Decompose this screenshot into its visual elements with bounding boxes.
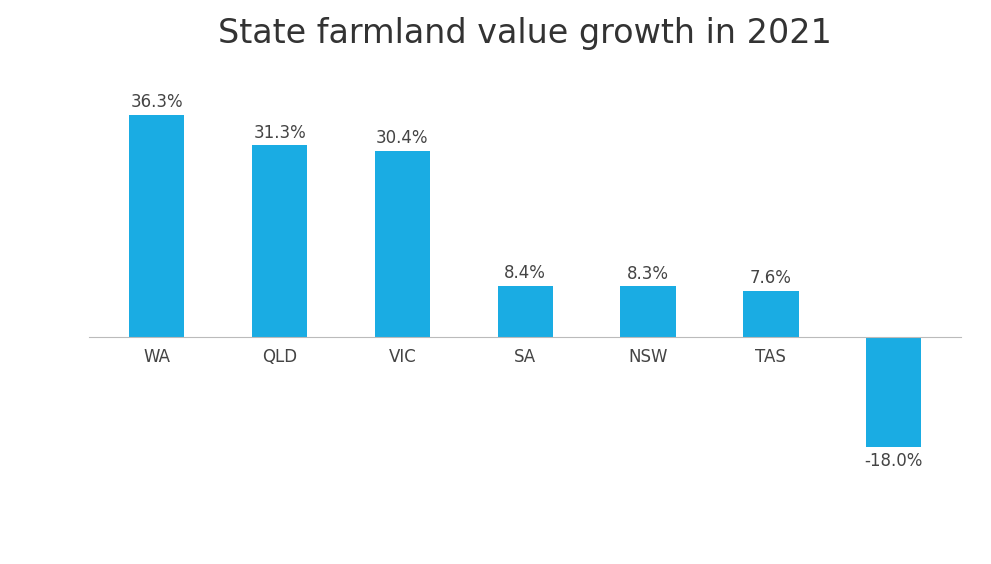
Title: State farmland value growth in 2021: State farmland value growth in 2021 bbox=[218, 17, 832, 50]
Text: 30.4%: 30.4% bbox=[377, 129, 429, 147]
Bar bbox=[620, 287, 676, 337]
Bar bbox=[866, 337, 922, 447]
Text: 8.4%: 8.4% bbox=[504, 264, 546, 282]
Bar bbox=[497, 286, 553, 337]
Text: 36.3%: 36.3% bbox=[131, 93, 183, 111]
Text: 7.6%: 7.6% bbox=[750, 269, 792, 287]
Bar bbox=[252, 146, 307, 337]
Bar bbox=[129, 115, 184, 337]
Text: -18.0%: -18.0% bbox=[864, 452, 923, 470]
Text: 8.3%: 8.3% bbox=[627, 265, 669, 283]
Bar bbox=[743, 290, 799, 337]
Bar bbox=[375, 151, 430, 337]
Text: 31.3%: 31.3% bbox=[253, 124, 306, 142]
